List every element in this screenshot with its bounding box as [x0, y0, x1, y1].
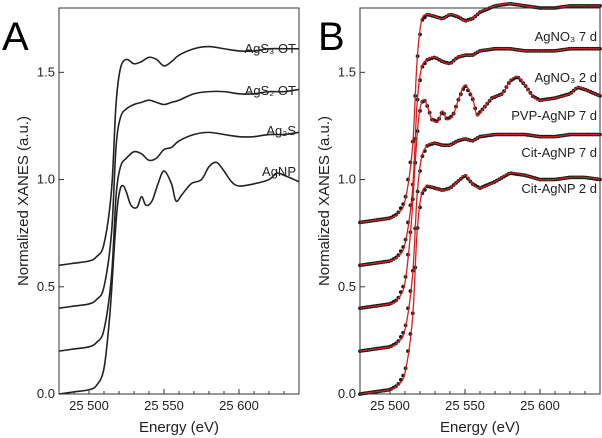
series-line: [58, 45, 299, 267]
series-line: [58, 161, 300, 395]
series-label: AgS₂ OT: [245, 83, 296, 98]
series-label: Cit-AgNP 2 d: [521, 181, 597, 196]
series-label: AgNO₃ 7 d: [535, 29, 597, 44]
panel-b-chart: B AgNO₃ 7 d AgNO₃ 2 d PVP-AgNP 7 d Cit-AgNP …: [316, 1, 602, 436]
x-tick-label: 25 500: [69, 398, 109, 413]
series-line: [58, 131, 300, 352]
y-axis-label: Normalized XANES (a.u.): [316, 116, 333, 286]
x-axis-label: Energy (eV): [139, 419, 219, 436]
x-tick-label: 25 550: [445, 398, 485, 413]
fit-line: [359, 172, 601, 395]
y-tick-label: 1.5: [338, 64, 356, 79]
fit-line: [359, 47, 600, 266]
y-tick-label: 0.5: [37, 279, 55, 294]
panel-letter: B: [318, 15, 345, 59]
x-tick-label: 25 550: [144, 398, 184, 413]
series-label: AgNP: [262, 164, 296, 179]
series-label: Ag₂S: [266, 123, 296, 138]
y-tick-label: 1.0: [37, 172, 55, 187]
y-tick-label: 1.5: [37, 64, 55, 79]
plot-frame: [359, 7, 601, 395]
panel-letter: A: [2, 15, 29, 59]
y-tick-label: 0.5: [338, 279, 356, 294]
x-tick-label: 25 600: [520, 398, 560, 413]
fit-line: [359, 133, 600, 352]
series-label: AgS₃ OT: [244, 41, 296, 56]
y-tick-label: 0.0: [338, 386, 356, 401]
y-axis-label: Normalized XANES (a.u.): [15, 116, 32, 286]
series-label: PVP-AgNP 7 d: [511, 108, 597, 123]
series-label: AgNO₃ 2 d: [535, 70, 597, 85]
x-tick-label: 25 500: [370, 398, 410, 413]
x-axis-label: Energy (eV): [440, 419, 520, 436]
plot-frame: [58, 7, 300, 395]
panel-a-chart: A AgS₃ OT AgS₂ OT Ag₂S AgNP 25 500 25 550 25 60…: [2, 7, 300, 436]
data-point: [422, 15, 427, 20]
y-tick-label: 1.0: [338, 172, 356, 187]
series-label: Cit-AgNP 7 d: [521, 145, 597, 160]
series-line: [58, 88, 300, 310]
x-tick-label: 25 600: [219, 398, 259, 413]
y-tick-label: 0.0: [37, 386, 55, 401]
fit-line: [359, 75, 601, 309]
